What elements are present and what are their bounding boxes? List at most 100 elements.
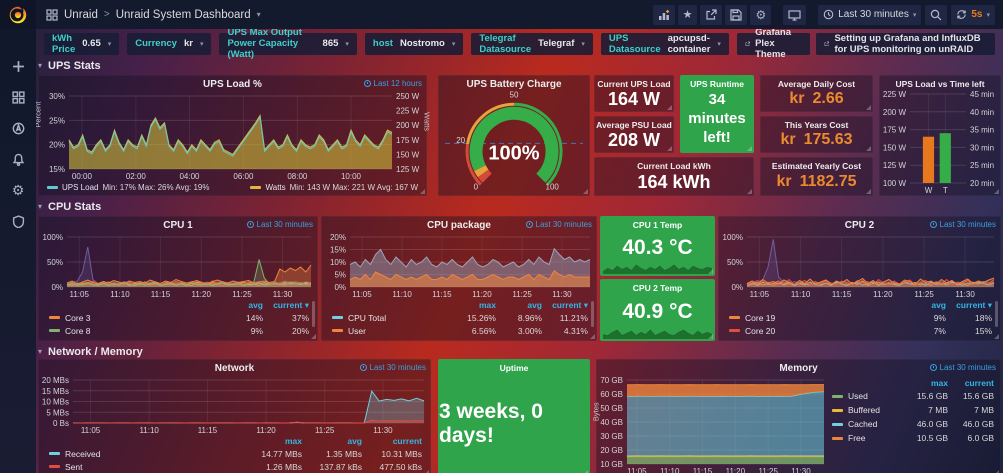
panel-timerange[interactable]: Last 30 minutes [359,363,426,372]
legend-col-header[interactable]: avg [347,436,362,446]
sidebar-item-explore[interactable] [7,117,29,139]
svg-text:0 Bs: 0 Bs [53,419,69,428]
panel-title[interactable]: UPS Runtime [690,79,744,89]
caret-down-icon: ▾ [581,40,585,48]
legend-col-header[interactable]: current ▾ [552,299,588,310]
save-dashboard-button[interactable] [725,4,748,25]
ups-load-chart[interactable]: Percent Watts 00:00 02:00 04:00 06:00 08:00 1… [34,91,432,181]
caret-down-icon: ▾ [912,11,917,19]
svg-text:04:00: 04:00 [179,172,200,181]
panel-title[interactable]: UPS Load vs Time left [895,79,985,89]
legend-col-header[interactable]: current ▾ [273,299,309,310]
variable-value: Telegraf [538,38,575,49]
panel-title[interactable]: CPU 2 Temp [632,283,683,293]
variable-host[interactable]: host Nostromo ▾ [364,32,464,55]
zoom-out-button[interactable] [925,4,948,25]
legend-series-name[interactable]: Watts [265,182,286,192]
panel-title[interactable]: CPU 2 [844,220,875,231]
panel-timerange[interactable]: Last 30 minutes [246,220,313,229]
panel-title[interactable]: Average Daily Cost [777,79,856,89]
variable-ups-max-output[interactable]: UPS Max Output Power Capacity (Watt) 865 ▾ [219,27,357,60]
cpu-package-chart[interactable]: 11:05 11:10 11:15 11:20 11:25 11:30 0% 5% 10% 15%… [322,232,596,299]
alerting-icon [12,153,24,166]
legend-series-name[interactable]: UPS Load [62,182,99,192]
network-chart[interactable]: 11:05 11:10 11:15 11:20 11:25 11:30 0 Bs 5 MBs 1… [39,375,430,435]
legend-col-header[interactable]: avg [248,300,263,310]
battery-gauge[interactable]: 0 20 50 100 100% [439,91,589,195]
panel-timerange[interactable]: Last 30 minutes [929,363,996,372]
cpu2-chart[interactable]: 11:05 11:10 11:15 11:20 11:25 11:30 0% 50% 100% [719,232,1000,299]
legend-scrollbar[interactable] [591,301,594,327]
svg-text:150 W: 150 W [396,150,420,159]
grafana-logo[interactable] [0,0,36,29]
sidebar-item-alerting[interactable] [7,148,29,170]
star-dashboard-button[interactable]: ★ [677,4,698,25]
panel-title[interactable]: CPU 1 Temp [632,220,683,230]
sidebar-item-admin[interactable] [7,210,29,232]
panel-timerange[interactable]: Last 12 hours [363,79,422,88]
sidebar-item-dashboards[interactable] [7,86,29,108]
legend-row: Free 10.5 GB 6.0 GB [832,431,994,445]
panel-estimated-yearly-cost: Estimated Yearly Cost kr 1182.75 [760,157,873,196]
legend-col-header[interactable]: current ▾ [956,299,992,310]
legend: max avg current Received 14.77 MBs 1.35 MBs 1… [39,435,430,473]
legend-col-header[interactable]: max [478,300,496,310]
panel-title[interactable]: CPU 1 [163,220,193,231]
cpu1-chart[interactable]: 11:05 11:10 11:15 11:20 11:25 11:30 0% 50% 100% [39,232,317,299]
panel-title[interactable]: Memory [779,363,818,374]
page-title[interactable]: Unraid System Dashboard [115,8,251,21]
add-panel-icon [658,9,669,20]
legend-scrollbar[interactable] [312,301,315,327]
panel-timerange[interactable]: Last 30 minutes [929,220,996,229]
memory-chart[interactable]: Bytes 11:05 11:10 11:15 11:20 11:25 11:30 10 G… [592,375,830,473]
panel-title[interactable]: Uptime [499,363,529,373]
panel-title[interactable]: Current Load kWh [637,161,711,171]
share-dashboard-button[interactable] [700,4,723,25]
row-header-network-memory[interactable]: ▾ Network / Memory [38,344,143,359]
breadcrumb-root[interactable]: Unraid [64,8,98,21]
zoom-out-icon [931,9,942,20]
svg-text:11:15: 11:15 [693,467,713,473]
variable-ups-datasource[interactable]: UPS Datasource apcupsd-container ▾ [600,32,729,55]
variable-currency[interactable]: Currency kr ▾ [127,32,212,55]
svg-text:11:10: 11:10 [660,467,680,473]
link-ups-monitoring-guide[interactable]: Setting up Grafana and InfluxDB for UPS … [816,32,995,55]
panel-title[interactable]: UPS Battery Charge [466,79,562,90]
panel-title[interactable]: Estimated Yearly Cost [771,161,862,171]
panel-title[interactable]: Current UPS Load [597,79,671,89]
refresh-picker[interactable]: 5s ▾ [951,4,995,25]
ups-load-vs-time-chart[interactable]: W T 100 W 125 W 150 W 175 W 200 W 225 W 20 min 25… [880,89,1000,195]
row-header-cpu-stats[interactable]: ▾ CPU Stats [38,199,101,214]
sidebar-item-configuration[interactable]: ⚙ [7,179,29,201]
variable-telegraf-datasource[interactable]: Telegraf Datasource Telegraf ▾ [471,32,593,55]
cycle-view-button[interactable] [783,4,807,25]
variable-kwh-price[interactable]: kWh Price 0.65 ▾ [44,32,120,55]
stat-value: kr 2.66 [789,90,844,107]
breadcrumb[interactable]: Unraid > Unraid System Dashboard ▾ [46,9,261,21]
panel-title[interactable]: Average PSU Load [596,120,672,130]
legend-col-header[interactable]: avg [527,300,542,310]
legend: avg current ▾ Core 19 9% 18% Core 20 7% 15% [719,299,1000,340]
panel-title[interactable]: This Years Cost [784,120,849,130]
time-range-picker[interactable]: Last 30 minutes ▾ [818,4,922,25]
legend-col-header[interactable]: max [930,378,948,388]
explore-icon [12,122,24,134]
legend-scrollbar[interactable] [995,301,998,327]
panel-uptime: Uptime 3 weeks, 0 days! [438,359,590,473]
legend-row: Used 15.6 GB 15.6 GB [832,389,994,403]
panel-title[interactable]: UPS Load % [203,79,262,90]
add-panel-button[interactable] [652,4,675,25]
legend-row: Sent 1.26 MBs 137.87 kBs 477.50 kBs [49,460,422,473]
link-grafana-plex-theme[interactable]: Grafana Plex Theme [736,27,811,60]
panel-title[interactable]: Network [214,363,255,374]
svg-text:100%: 100% [723,233,743,242]
panel-title[interactable]: CPU package [427,220,491,231]
create-button[interactable] [7,55,29,77]
legend-col-header[interactable]: avg [931,300,946,310]
legend-col-header[interactable]: current [392,436,422,446]
legend-col-header[interactable]: current [964,378,994,388]
row-header-ups-stats[interactable]: ▾ UPS Stats [38,58,101,73]
dashboard-settings-button[interactable]: ⚙ [750,4,772,25]
panel-timerange[interactable]: Last 30 minutes [525,220,592,229]
legend-col-header[interactable]: max [284,436,302,446]
